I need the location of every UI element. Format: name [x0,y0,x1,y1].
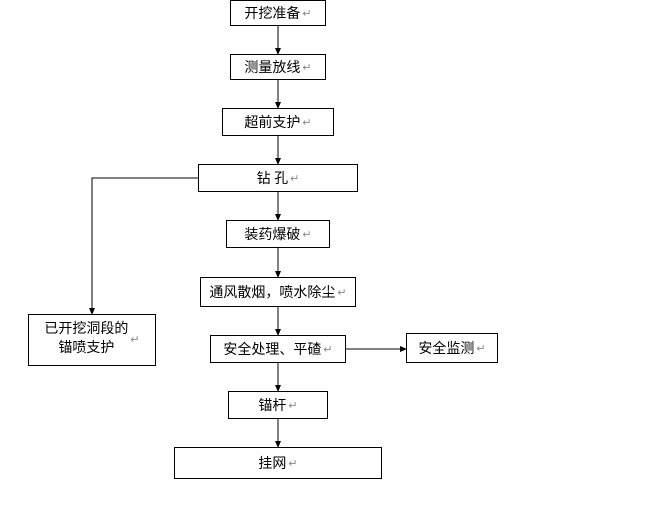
node-safety: 安全处理、平碴↵ [210,335,346,363]
node-label: 通风散烟，喷水除尘 [209,282,335,302]
node-drill: 钻 孔↵ [198,164,358,192]
return-mark-icon: ↵ [302,228,311,241]
return-mark-icon: ↵ [302,116,311,129]
edge-layer [0,0,670,508]
return-mark-icon: ↵ [288,457,297,470]
node-support: 已开挖洞段的 锚喷支护↵ [28,314,156,366]
node-anchor: 锚杆↵ [228,391,328,419]
node-label: 已开挖洞段的 锚喷支护 [44,321,128,359]
node-prep: 开挖准备↵ [230,0,326,26]
node-survey: 测量放线↵ [230,54,326,80]
node-label: 超前支护 [244,112,300,132]
return-mark-icon: ↵ [302,7,311,20]
node-blast: 装药爆破↵ [226,220,330,248]
node-label: 测量放线 [244,57,300,77]
return-mark-icon: ↵ [337,286,346,299]
node-advance: 超前支护↵ [222,108,334,136]
return-mark-icon: ↵ [476,342,485,355]
edge-drill-support [92,178,198,314]
node-label: 装药爆破 [244,224,300,244]
return-mark-icon: ↵ [288,399,297,412]
return-mark-icon: ↵ [323,343,332,356]
node-label: 锚杆 [258,395,286,415]
return-mark-icon: ↵ [302,61,311,74]
node-label: 开挖准备 [244,3,300,23]
return-mark-icon: ↵ [130,333,139,348]
node-label: 挂网 [258,453,286,473]
node-label: 安全处理、平碴 [223,339,321,359]
return-mark-icon: ↵ [290,172,299,185]
node-mesh: 挂网↵ [174,447,382,479]
node-label: 安全监测 [418,338,474,358]
node-vent: 通风散烟，喷水除尘↵ [200,277,356,307]
node-monitor: 安全监测↵ [406,333,498,363]
node-label: 钻 孔 [257,168,289,188]
